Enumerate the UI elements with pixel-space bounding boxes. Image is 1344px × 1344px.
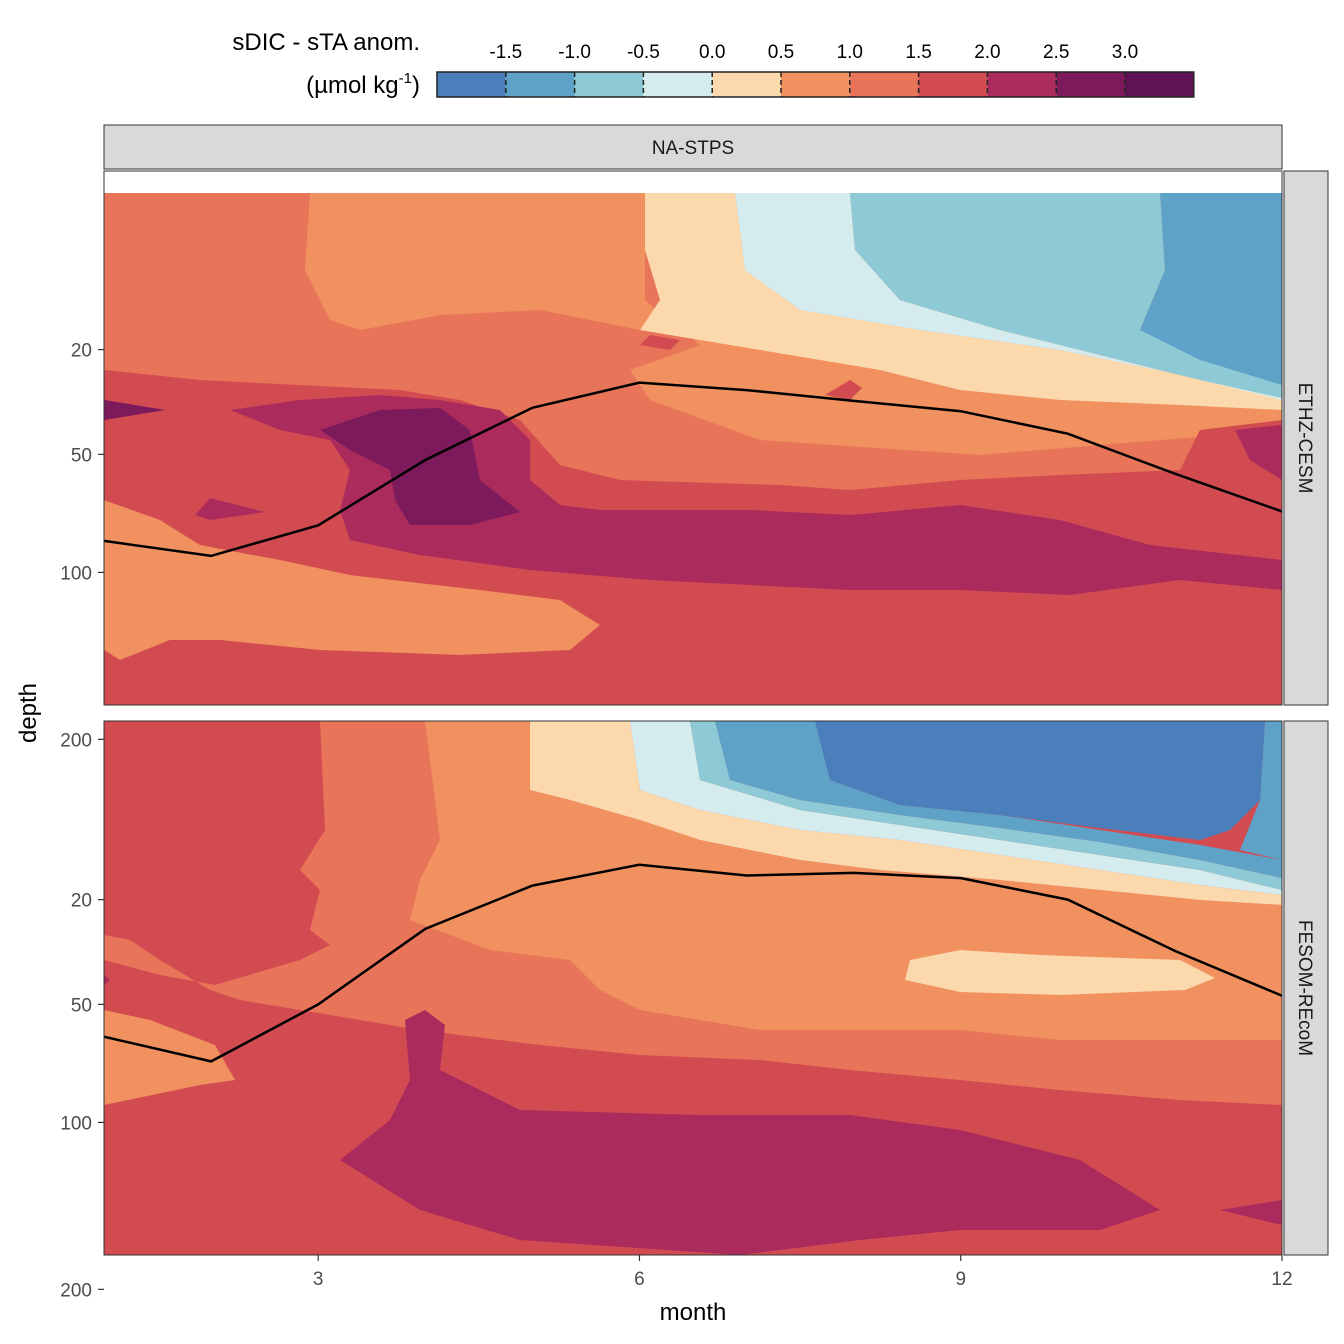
legend-swatch [574, 72, 644, 97]
y-tick-label: 100 [60, 563, 92, 584]
contour-band [305, 193, 1282, 455]
legend-tick-label: 3.0 [1112, 42, 1138, 63]
x-tick-label: 12 [1271, 1269, 1292, 1290]
contour-band [1220, 1200, 1282, 1225]
y-axis-panel-2: 20 50 100 200 [60, 891, 104, 1301]
y-tick-label: 20 [71, 341, 92, 362]
legend-tick-label: 1.5 [905, 42, 931, 63]
legend-swatch [918, 72, 988, 97]
y-tick-label: 50 [71, 995, 92, 1016]
x-tick-label: 9 [955, 1269, 966, 1290]
contour-band [715, 721, 1282, 878]
row-strip [1283, 170, 1329, 706]
legend-tick-label: -1.0 [558, 42, 591, 63]
legend-tick-label: 1.0 [837, 42, 863, 63]
legend-swatch [505, 72, 575, 97]
contour-band [104, 400, 165, 420]
x-tick-label: 3 [313, 1269, 324, 1290]
column-strip [103, 124, 1283, 170]
mixed-layer-line [104, 863, 1282, 1063]
legend-title-line1: sDIC - sTA anom. [232, 29, 420, 56]
contour-band [640, 193, 1282, 410]
y-axis-panel-1: 20 50 100 200 [60, 341, 104, 751]
legend-swatch [1056, 72, 1125, 97]
legend-swatch [849, 72, 919, 97]
column-strip-label: NA-STPS [652, 138, 734, 159]
contour-band [905, 950, 1215, 995]
legend-swatch [987, 72, 1057, 97]
x-axis-title: month [660, 1299, 727, 1326]
row-strip-label-1: ETHZ-CESM [1294, 383, 1315, 494]
legend-tick-label: -1.5 [489, 42, 522, 63]
panel-border [103, 720, 1283, 1256]
contour-band [630, 721, 1282, 895]
contour-band [104, 1010, 235, 1105]
panel-fesom-recom [104, 721, 1282, 1255]
contour-band [104, 975, 110, 985]
contour-band [735, 193, 1282, 400]
legend-labels: -1.5 -1.0 -0.5 0.0 0.5 1.0 1.5 2.0 2.5 3.0 [489, 42, 1138, 63]
contour-band [1235, 425, 1282, 480]
panel-nodata [104, 171, 1282, 193]
row-strip-label-2: FESOM-REcoM [1294, 920, 1315, 1056]
contour-band [690, 721, 1282, 890]
contour-band [640, 335, 680, 350]
legend-frame [436, 71, 1195, 98]
legend-tick-label: 0.5 [768, 42, 794, 63]
legend-swatch [781, 72, 850, 97]
contour-band [1140, 193, 1282, 385]
contour-band [825, 380, 862, 400]
contour-band [104, 500, 600, 660]
y-tick-label: 50 [71, 445, 92, 466]
x-tick-label: 6 [634, 1269, 645, 1290]
legend-swatch [1125, 72, 1194, 97]
legend-swatch [712, 72, 781, 97]
colorbar-legend: sDIC - sTA anom. (µmol kg-1) -1.5 -1.0 -0.… [232, 29, 1195, 99]
contour-band [340, 1010, 1160, 1255]
x-axis: 3 6 9 12 [313, 1255, 1293, 1290]
mixed-layer-line [104, 381, 1282, 558]
y-tick-label: 200 [60, 1280, 92, 1301]
legend-swatch [437, 72, 506, 97]
row-strip [1283, 720, 1329, 1256]
legend-tick-label: 2.0 [974, 42, 1000, 63]
legend-tick-label: 2.5 [1043, 42, 1069, 63]
contour-band [815, 721, 1265, 840]
y-tick-label: 200 [60, 730, 92, 751]
panel-ethz-cesm [104, 171, 1282, 705]
legend-title-line2: (µmol kg-1) [306, 70, 420, 99]
contour-band [195, 498, 265, 520]
y-tick-label: 100 [60, 1113, 92, 1134]
contour-band [530, 721, 1282, 905]
legend-swatches [436, 71, 1195, 98]
legend-tick-label: 0.0 [699, 42, 725, 63]
y-axis-title: depth [15, 683, 42, 743]
y-tick-label: 20 [71, 891, 92, 912]
legend-tick-label: -0.5 [627, 42, 660, 63]
panel-border [103, 170, 1283, 706]
contour-band [1240, 721, 1282, 860]
legend-swatch [643, 72, 713, 97]
contour-band [230, 395, 1282, 595]
